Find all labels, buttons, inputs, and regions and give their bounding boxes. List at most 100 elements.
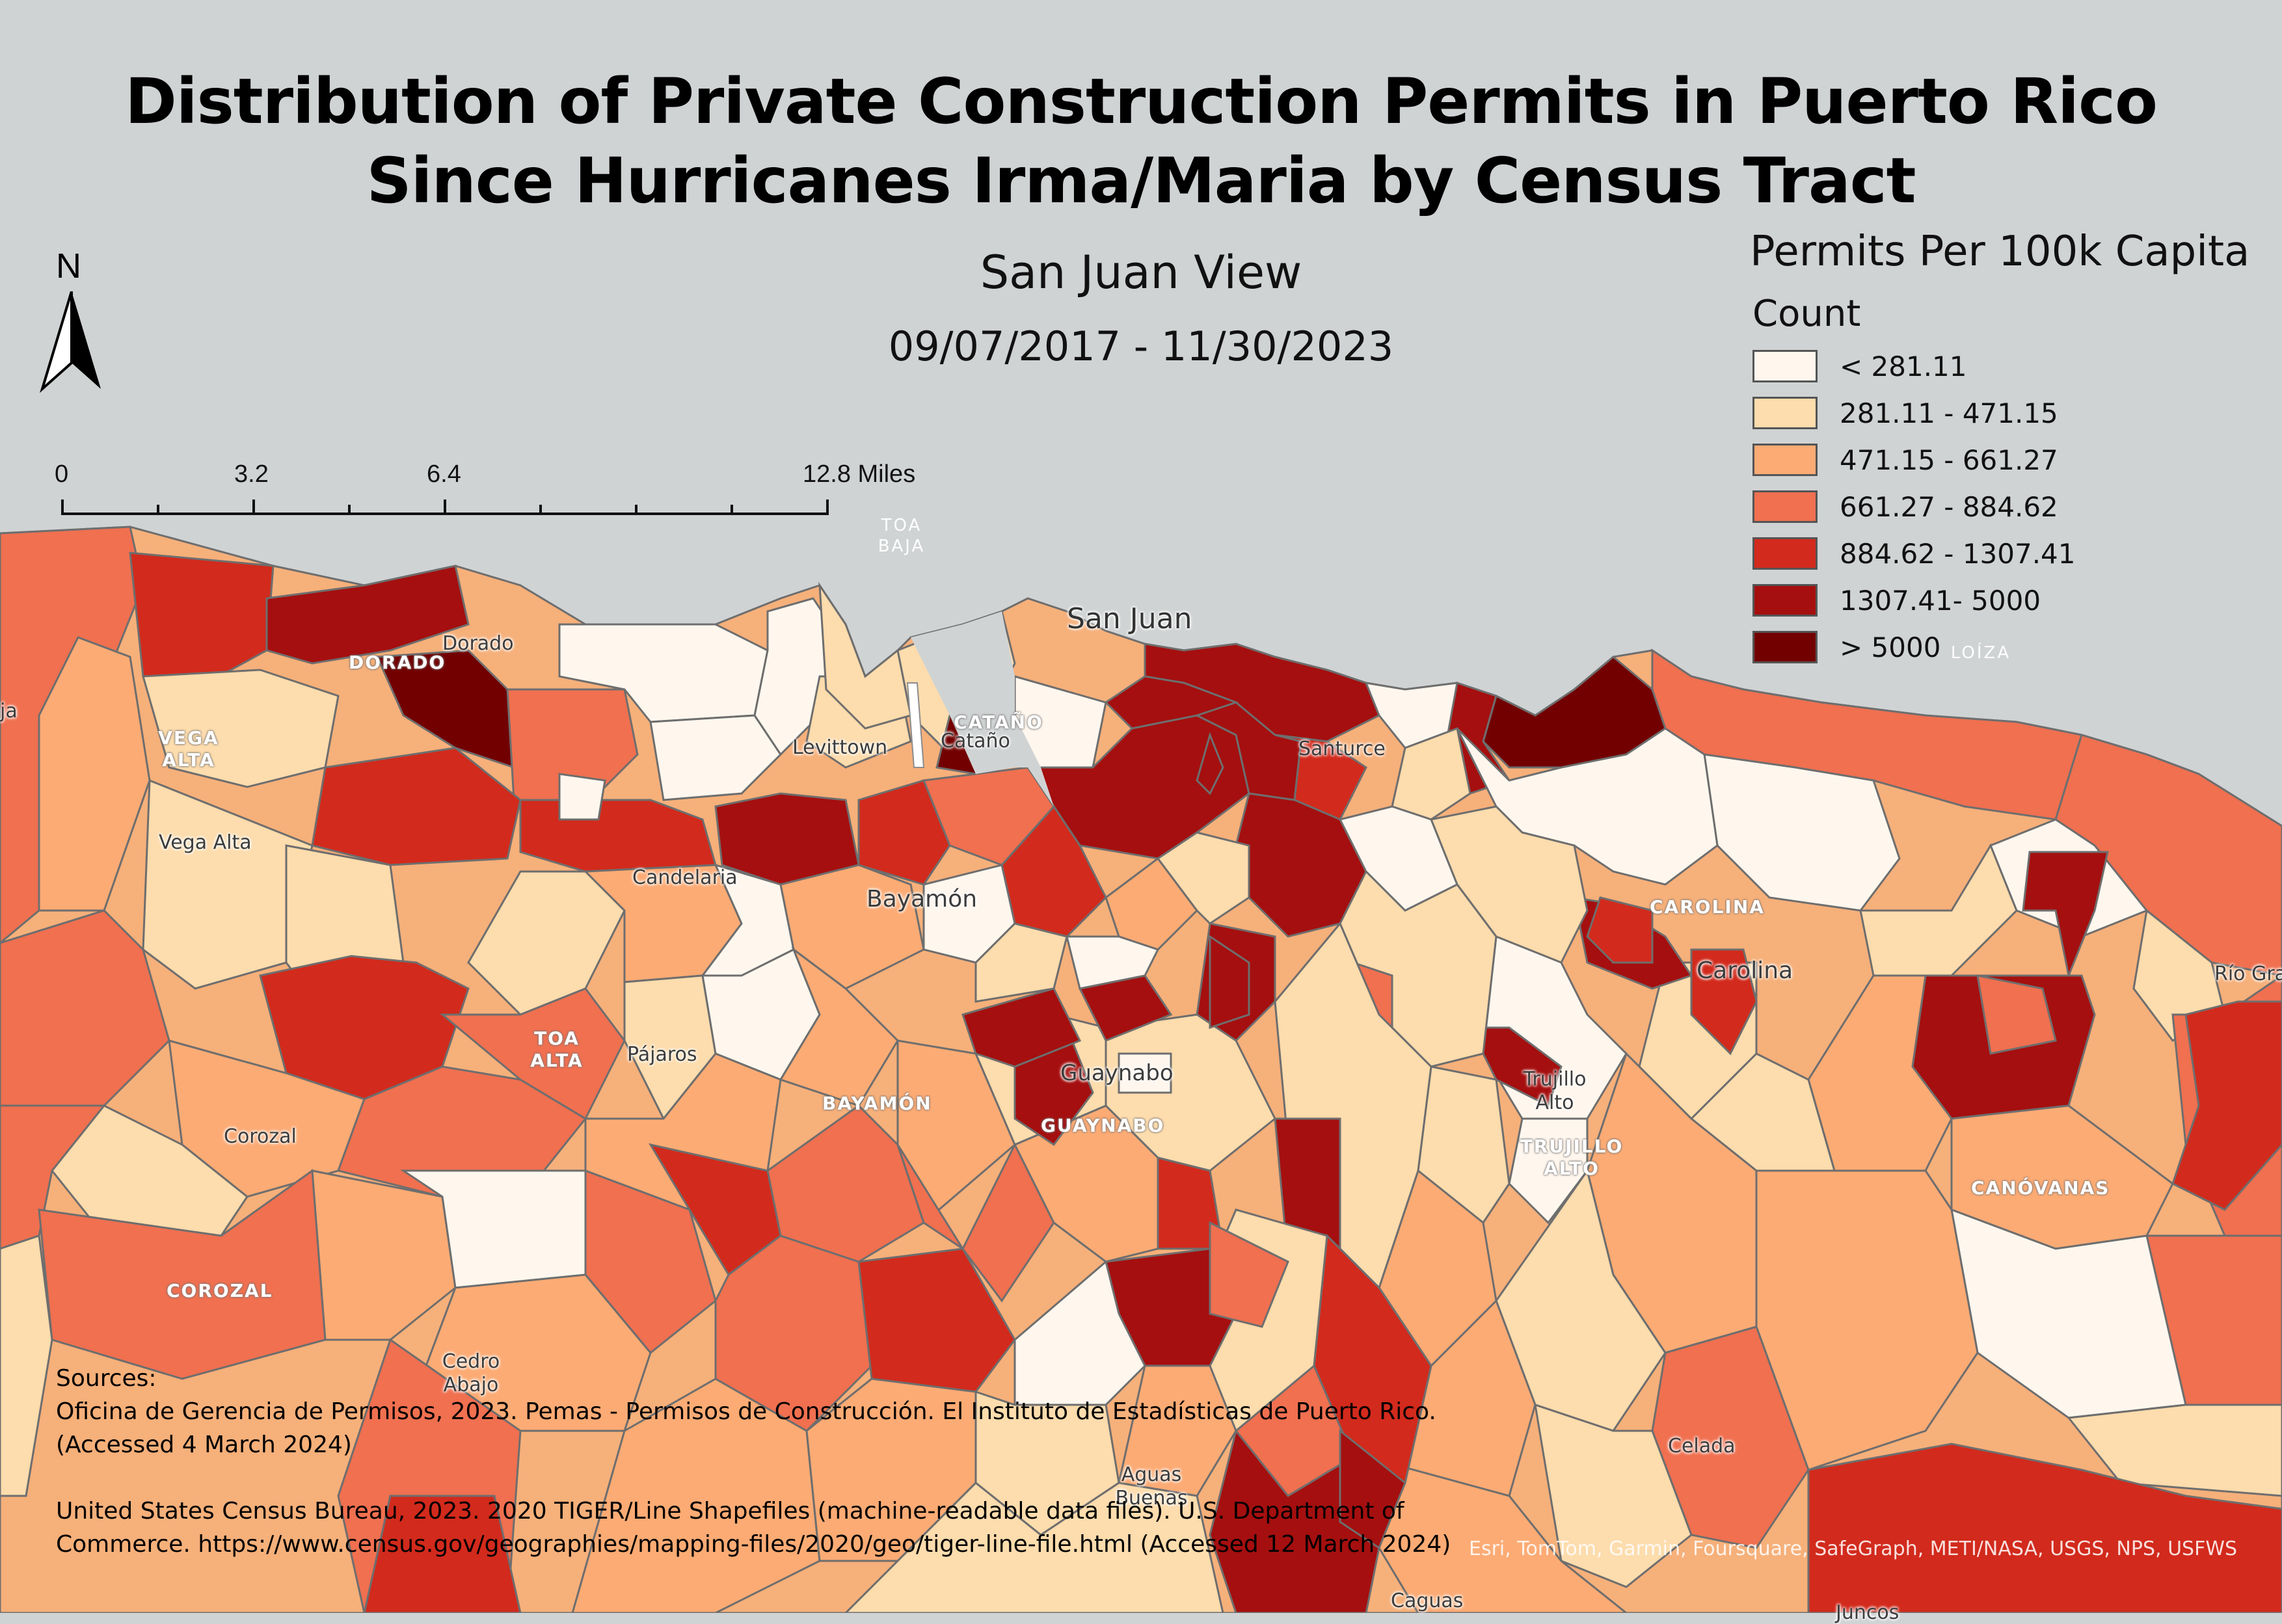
tract[interactable]: [1118, 1364, 1237, 1497]
tract[interactable]: [1066, 935, 1160, 990]
scale-tick-0: 0: [55, 460, 69, 488]
map-title-line2: Since Hurricanes Irma/Maria by Census Tr…: [366, 144, 1916, 217]
sources-heading: Sources:: [56, 1365, 157, 1392]
place-label: Levittown: [792, 736, 888, 759]
place-label: Celada: [1668, 1435, 1736, 1458]
legend-item: > 5000: [1752, 630, 1940, 665]
municipality-label: CAROLINA: [1650, 896, 1765, 918]
sources-block: Sources: Oficina de Gerencia de Permisos…: [56, 1362, 1474, 1561]
tract[interactable]: [1209, 935, 1250, 1030]
place-label: Pájaros: [627, 1043, 697, 1066]
scale-bar: [61, 499, 829, 515]
tract[interactable]: [142, 779, 314, 990]
legend-item: 281.11 - 471.15: [1752, 395, 2058, 431]
date-range: 09/07/2017 - 11/30/2023: [888, 323, 1394, 370]
place-label: Santurce: [1298, 738, 1386, 760]
tract[interactable]: [1468, 1026, 1563, 1108]
municipality-label: TOA BAJA: [878, 516, 926, 556]
municipality-label: LOÍZA: [1950, 643, 2011, 663]
legend-label: > 5000: [1840, 631, 1941, 663]
tract[interactable]: [1976, 974, 2057, 1055]
tract[interactable]: [961, 987, 1082, 1068]
tract[interactable]: [857, 779, 951, 886]
legend-label: 661.27 - 884.62: [1840, 490, 2058, 523]
place-label: Cedro Abajo: [442, 1350, 500, 1396]
legend-item: 471.15 - 661.27: [1752, 442, 2058, 477]
place-label: Carolina: [1697, 957, 1793, 984]
tract[interactable]: [337, 1065, 587, 1198]
legend-swatch: [1752, 537, 1818, 570]
legend-swatch: [1752, 350, 1818, 382]
north-arrow: N: [39, 246, 104, 395]
tract[interactable]: [896, 1039, 1016, 1225]
place-label: Caguas: [1391, 1590, 1464, 1612]
municipality-label: TOA ALTA: [530, 1028, 584, 1071]
tract[interactable]: [857, 1247, 1016, 1393]
tract[interactable]: [129, 552, 275, 691]
municipality-label: CATAÑO: [954, 712, 1043, 733]
legend-swatch: [1752, 490, 1818, 523]
legend-label: 884.62 - 1307.41: [1840, 537, 2076, 570]
legend-item: 884.62 - 1307.41: [1752, 536, 2076, 571]
tract[interactable]: [584, 1169, 717, 1355]
legend-item: 1307.41- 5000: [1752, 583, 2041, 618]
tract[interactable]: [1807, 1443, 2282, 1613]
place-label: Aguas Buenas: [1115, 1463, 1188, 1510]
place-label: Vega Alta: [159, 831, 252, 854]
tract[interactable]: [1209, 1221, 1289, 1328]
legend-label: 1307.41- 5000: [1840, 584, 2041, 617]
legend-label: 281.11 - 471.15: [1840, 397, 2058, 429]
tract[interactable]: [1391, 726, 1471, 821]
tract[interactable]: [265, 565, 470, 665]
legend-item: 661.27 - 884.62: [1752, 489, 2058, 524]
tract[interactable]: [1586, 896, 1654, 964]
tract[interactable]: [558, 773, 606, 821]
tract[interactable]: [1508, 1117, 1589, 1225]
municipality-label: TRUJILLO ALTO: [1520, 1136, 1624, 1179]
legend-swatch: [1752, 631, 1818, 663]
place-label: Candelaria: [632, 866, 738, 889]
scale-tick-3: 12.8 Miles: [803, 460, 916, 488]
tract[interactable]: [1104, 675, 1239, 730]
bay-channel: [906, 682, 925, 768]
tract[interactable]: [1196, 732, 1224, 795]
tract[interactable]: [311, 1169, 457, 1341]
scale-tick-1: 3.2: [234, 460, 269, 488]
tract[interactable]: [1703, 753, 1901, 912]
tract[interactable]: [844, 1481, 1224, 1613]
scale-tick-2: 6.4: [427, 460, 461, 488]
tract[interactable]: [363, 1495, 522, 1613]
tract[interactable]: [1118, 1052, 1172, 1094]
source-reference-2: United States Census Bureau, 2023. 2020 …: [56, 1498, 1451, 1558]
place-label: Trujillo Alto: [1523, 1068, 1587, 1114]
north-arrow-icon: [40, 291, 101, 393]
tract[interactable]: [0, 1104, 107, 1250]
tract[interactable]: [649, 714, 782, 801]
north-label: N: [56, 246, 81, 286]
municipality-label: VEGA ALTA: [158, 727, 219, 771]
tract[interactable]: [1339, 1428, 1406, 1550]
basemap-attribution: Esri, TomTom, Garmin, Foursquare, SafeGr…: [1469, 1537, 2238, 1560]
tract[interactable]: [1209, 1428, 1380, 1613]
source-reference-1: Oficina de Gerencia de Permisos, 2023. P…: [56, 1398, 1436, 1458]
tract[interactable]: [2171, 1000, 2282, 1211]
legend-swatch: [1752, 444, 1818, 476]
place-label: Río Grande: [2214, 963, 2282, 985]
tract[interactable]: [1156, 831, 1250, 925]
place-label: Dorado: [442, 632, 514, 655]
legend-item: < 281.11: [1752, 349, 1967, 384]
tract[interactable]: [0, 1234, 53, 1497]
tract[interactable]: [1690, 948, 1758, 1056]
tract[interactable]: [506, 688, 639, 808]
legend-label: 471.15 - 661.27: [1840, 444, 2058, 476]
municipality-label: COROZAL: [167, 1280, 273, 1301]
tract[interactable]: [974, 922, 1068, 1003]
tract[interactable]: [2067, 1404, 2282, 1497]
place-label: Bayamón: [866, 886, 978, 912]
municipality-label: BAYAMÓN: [822, 1093, 932, 1114]
legend-label: < 281.11: [1840, 350, 1967, 382]
place-label: Cataño: [941, 730, 1010, 752]
place-label: Guaynabo: [1060, 1060, 1174, 1086]
legend-swatch: [1752, 584, 1818, 617]
